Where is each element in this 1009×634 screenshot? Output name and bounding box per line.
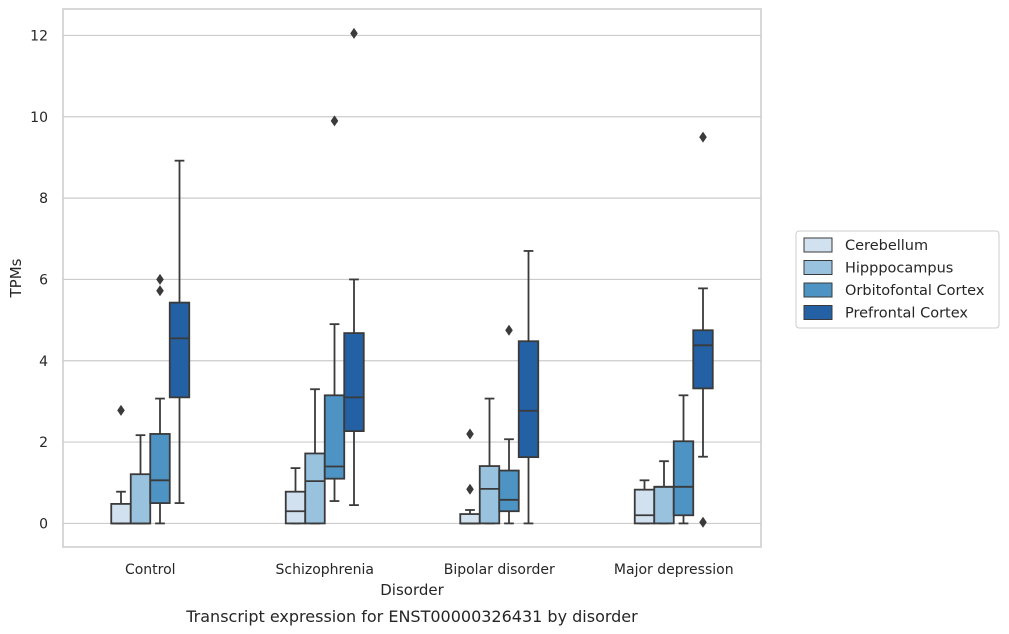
x-tick-labels: Control Schizophrenia Bipolar disorder Majo…: [125, 562, 734, 578]
legend: Cerebellum Hipppocampus Orbitofontal Corte…: [795, 230, 1000, 329]
box-prefrontal-cortex: [343, 27, 365, 507]
outlier-point: [699, 131, 707, 143]
outlier-point: [505, 324, 513, 336]
legend-label: Orbitofontal Cortex: [845, 283, 985, 299]
outlier-point: [117, 404, 125, 416]
box-series-layer: [110, 27, 714, 528]
legend-swatch: [803, 305, 833, 320]
x-axis-title: Disorder: [380, 581, 444, 599]
x-tick-label: Schizophrenia: [276, 562, 374, 578]
chart-caption: Transcript expression for ENST0000032643…: [185, 607, 638, 626]
outlier-point: [330, 115, 339, 127]
box-iqr: [149, 433, 171, 504]
box-iqr: [517, 340, 540, 459]
box-hipppocampus: [304, 388, 326, 525]
box-iqr: [498, 469, 520, 513]
outlier-point: [466, 428, 474, 440]
box-cerebellum: [459, 428, 481, 525]
box-hipppocampus: [129, 434, 152, 525]
box-iqr: [478, 465, 501, 525]
box-cerebellum: [110, 404, 132, 525]
legend-label: Hipppocampus: [845, 261, 953, 277]
box-iqr: [323, 394, 346, 480]
box-iqr: [110, 502, 132, 525]
y-tick-label: 12: [30, 28, 48, 44]
box-iqr: [129, 473, 152, 525]
box-iqr: [633, 488, 656, 525]
y-tick-label: 4: [39, 354, 48, 370]
box-iqr: [653, 485, 675, 525]
box-orbitofontal-cortex: [672, 394, 695, 525]
outlier-point: [699, 516, 707, 528]
y-tick-label: 10: [30, 110, 48, 126]
box-iqr: [284, 490, 307, 525]
y-axis-title: TPMs: [7, 258, 25, 298]
x-tick-label: Control: [125, 562, 176, 578]
box-iqr: [672, 440, 695, 517]
y-tick-label: 0: [39, 516, 48, 532]
outlier-point: [156, 285, 164, 297]
legend-label: Prefrontal Cortex: [845, 306, 968, 322]
outlier-point: [466, 483, 474, 495]
box-iqr: [459, 513, 481, 525]
y-tick-label: 2: [39, 435, 48, 451]
y-tick-label: 8: [39, 191, 48, 207]
legend-label: Cerebellum: [845, 238, 928, 254]
box-prefrontal-cortex: [692, 131, 714, 528]
legend-swatch: [803, 260, 833, 275]
box-iqr: [343, 332, 365, 433]
box-iqr: [168, 301, 191, 399]
box-orbitofontal-cortex: [323, 115, 346, 502]
box-orbitofontal-cortex: [498, 324, 520, 525]
box-iqr: [692, 329, 714, 390]
box-iqr: [304, 452, 326, 525]
box-orbitofontal-cortex: [149, 273, 171, 525]
legend-items: Cerebellum Hipppocampus Orbitofontal Corte…: [803, 237, 985, 322]
box-prefrontal-cortex: [517, 250, 540, 525]
outlier-point: [350, 27, 358, 39]
box-hipppocampus: [653, 460, 675, 525]
box-cerebellum: [284, 467, 307, 525]
x-tick-label: Bipolar disorder: [444, 562, 555, 578]
legend-swatch: [803, 237, 833, 253]
x-tick-label: Major depression: [614, 562, 734, 578]
outlier-point: [156, 273, 164, 285]
y-tick-label: 6: [39, 272, 48, 288]
box-prefrontal-cortex: [168, 159, 191, 504]
box-cerebellum: [633, 479, 656, 525]
legend-frame: [795, 230, 1000, 329]
box-hipppocampus: [478, 397, 501, 525]
legend-swatch: [803, 282, 833, 298]
y-tick-labels: 0 2 4 6 8 10 12: [30, 28, 48, 532]
plot-area-frame: [62, 8, 762, 548]
